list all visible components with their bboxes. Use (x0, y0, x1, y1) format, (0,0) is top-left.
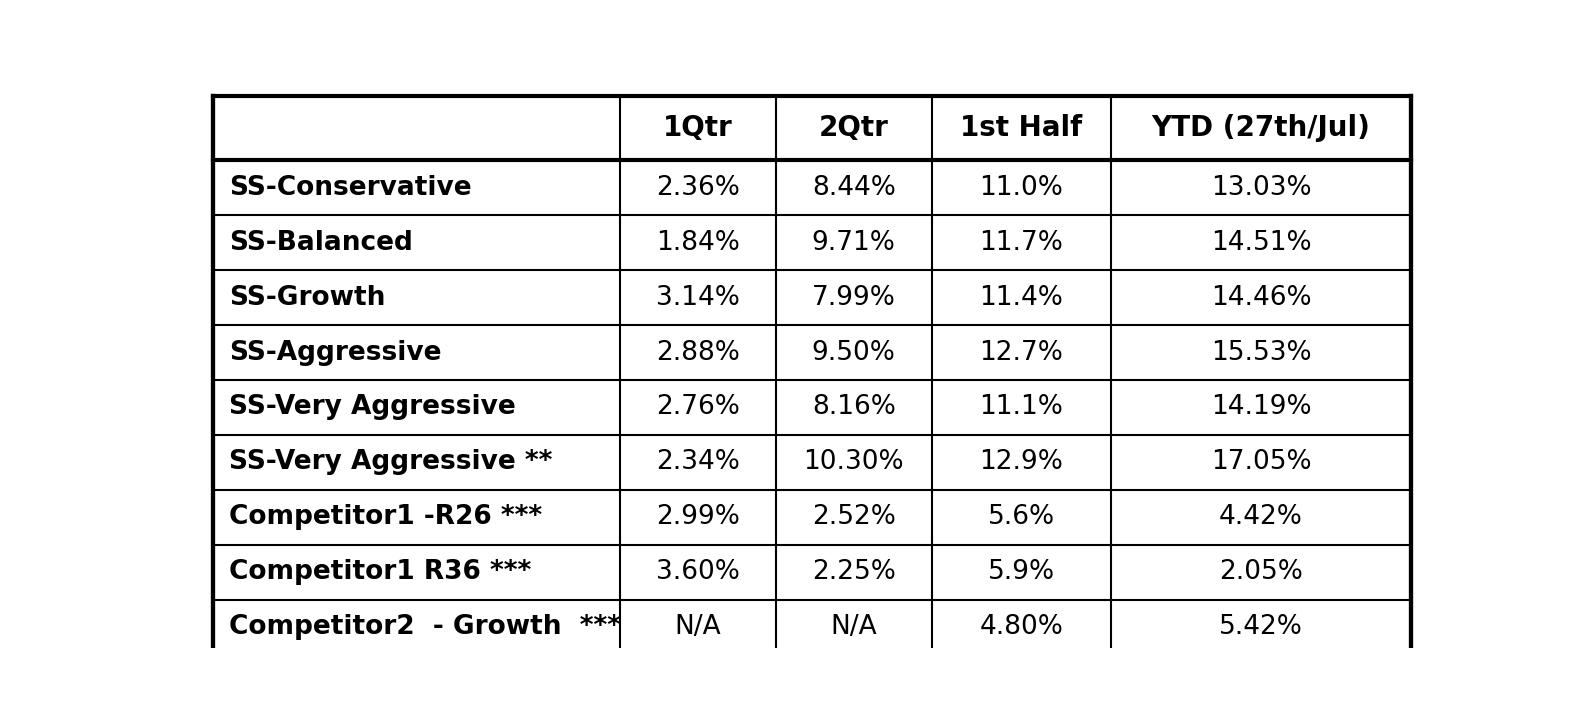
Text: 13.03%: 13.03% (1210, 175, 1312, 201)
Text: SS-Growth: SS-Growth (228, 285, 385, 311)
Text: SS-Aggressive: SS-Aggressive (228, 339, 442, 365)
Text: 12.9%: 12.9% (979, 449, 1063, 475)
Text: SS-Conservative: SS-Conservative (228, 175, 472, 201)
Text: 1Qtr: 1Qtr (664, 114, 733, 142)
Text: SS-Very Aggressive: SS-Very Aggressive (228, 395, 515, 421)
Text: 15.53%: 15.53% (1210, 339, 1312, 365)
Text: Competitor2  - Growth  ***: Competitor2 - Growth *** (228, 614, 621, 640)
Text: SS-Balanced: SS-Balanced (228, 229, 412, 256)
Text: 8.44%: 8.44% (811, 175, 895, 201)
Text: 17.05%: 17.05% (1210, 449, 1312, 475)
Text: 2.88%: 2.88% (656, 339, 740, 365)
Text: 14.19%: 14.19% (1210, 395, 1312, 421)
Text: 2Qtr: 2Qtr (819, 114, 889, 142)
Text: 5.42%: 5.42% (1220, 614, 1304, 640)
Text: 9.71%: 9.71% (811, 229, 895, 256)
Text: 11.4%: 11.4% (979, 285, 1063, 311)
Text: 12.7%: 12.7% (979, 339, 1063, 365)
Text: 14.51%: 14.51% (1210, 229, 1312, 256)
Text: 11.7%: 11.7% (979, 229, 1063, 256)
Text: YTD (27th/Jul): YTD (27th/Jul) (1152, 114, 1370, 142)
Text: Competitor1 R36 ***: Competitor1 R36 *** (228, 559, 531, 585)
Text: 9.50%: 9.50% (811, 339, 895, 365)
Text: 11.1%: 11.1% (979, 395, 1063, 421)
Text: 2.76%: 2.76% (656, 395, 740, 421)
Text: 14.46%: 14.46% (1210, 285, 1312, 311)
Text: 3.60%: 3.60% (656, 559, 740, 585)
Text: Competitor1 -R26 ***: Competitor1 -R26 *** (228, 505, 542, 530)
Text: N/A: N/A (675, 614, 721, 640)
Text: 2.05%: 2.05% (1220, 559, 1304, 585)
Text: 11.0%: 11.0% (979, 175, 1063, 201)
Text: 4.42%: 4.42% (1220, 505, 1304, 530)
Text: 1st Half: 1st Half (960, 114, 1082, 142)
Text: N/A: N/A (830, 614, 878, 640)
Text: 2.36%: 2.36% (656, 175, 740, 201)
Text: SS-Very Aggressive **: SS-Very Aggressive ** (228, 449, 553, 475)
Text: 3.14%: 3.14% (656, 285, 740, 311)
Text: 2.34%: 2.34% (656, 449, 740, 475)
Text: 2.99%: 2.99% (656, 505, 740, 530)
Text: 2.52%: 2.52% (811, 505, 895, 530)
Text: 1.84%: 1.84% (656, 229, 740, 256)
Text: 2.25%: 2.25% (811, 559, 895, 585)
Text: 4.80%: 4.80% (979, 614, 1063, 640)
Text: 5.9%: 5.9% (988, 559, 1055, 585)
Text: 8.16%: 8.16% (811, 395, 895, 421)
Text: 10.30%: 10.30% (803, 449, 904, 475)
Text: 5.6%: 5.6% (988, 505, 1055, 530)
Text: 7.99%: 7.99% (811, 285, 895, 311)
